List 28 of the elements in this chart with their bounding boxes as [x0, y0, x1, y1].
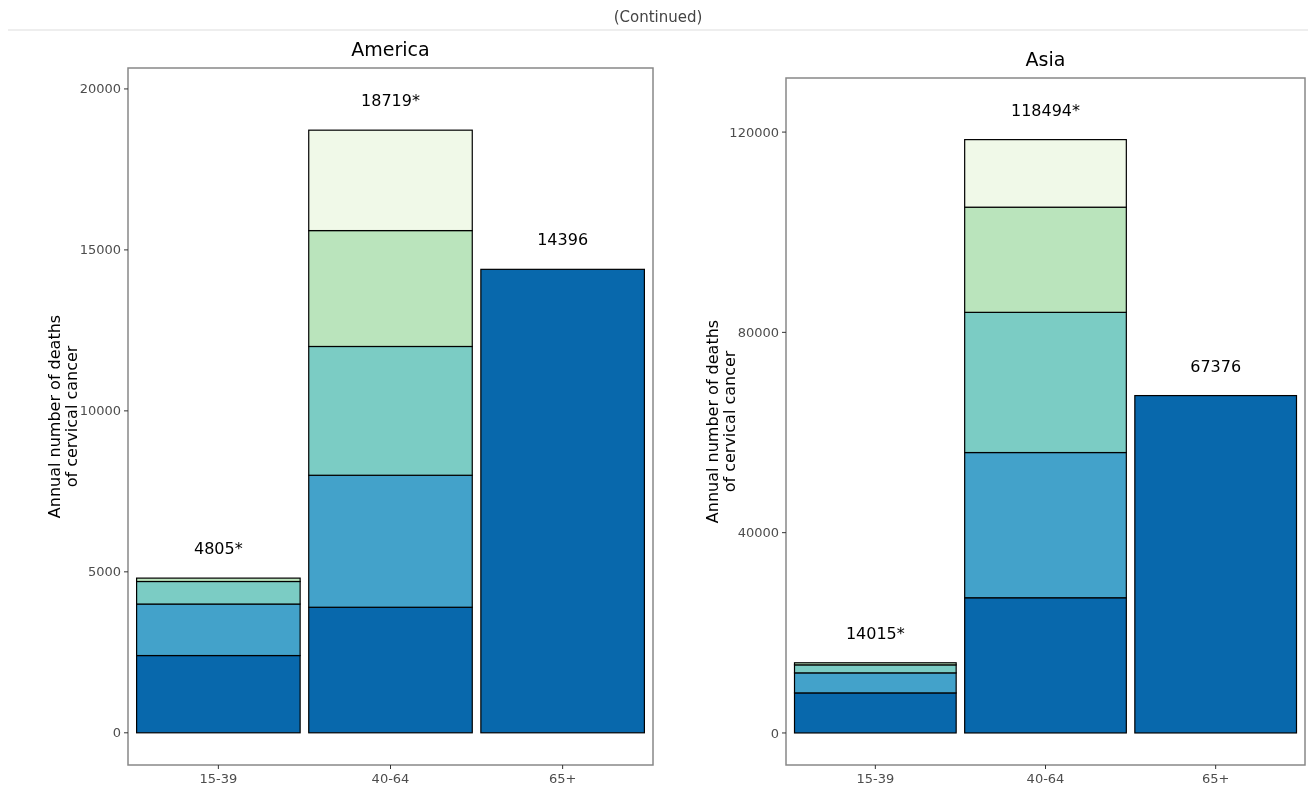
total-label: 67376	[1190, 356, 1242, 376]
y-axis-title: Annual number of deaths of cervical cancer	[703, 319, 739, 524]
y-tick-label: 5000	[87, 564, 121, 580]
total-label: 4805*	[194, 539, 243, 559]
y-tick-label: 15000	[79, 242, 121, 258]
bar	[1134, 394, 1298, 734]
y-tick-label: 0	[112, 725, 121, 741]
bar	[480, 268, 645, 734]
total-label: 18719*	[361, 91, 420, 111]
x-tick-label: 40-64	[1026, 771, 1065, 786]
x-tick-label: 40-64	[371, 771, 410, 786]
y-tick-label: 80000	[737, 324, 779, 340]
chart-title: America	[351, 38, 430, 60]
y-tick-label: 120000	[729, 124, 779, 140]
chart-title: Asia	[1025, 48, 1066, 70]
total-label: 14015*	[845, 623, 905, 643]
y-tick-label: 20000	[79, 81, 121, 97]
total-label: 14396	[537, 230, 589, 250]
y-axis-title: Annual number of deaths of cervical cancer	[45, 314, 81, 519]
text: (Continued)	[613, 8, 703, 26]
x-tick-label: 15-39	[856, 771, 895, 786]
total-label: 118494*	[1010, 100, 1081, 120]
x-tick-label: 65+	[548, 771, 577, 786]
x-tick-label: 65+	[1201, 771, 1230, 786]
y-tick-label: 40000	[737, 525, 779, 541]
y-tick-label: 0	[770, 725, 779, 741]
y-tick-label: 10000	[79, 403, 121, 419]
x-tick-label: 15-39	[199, 771, 238, 786]
